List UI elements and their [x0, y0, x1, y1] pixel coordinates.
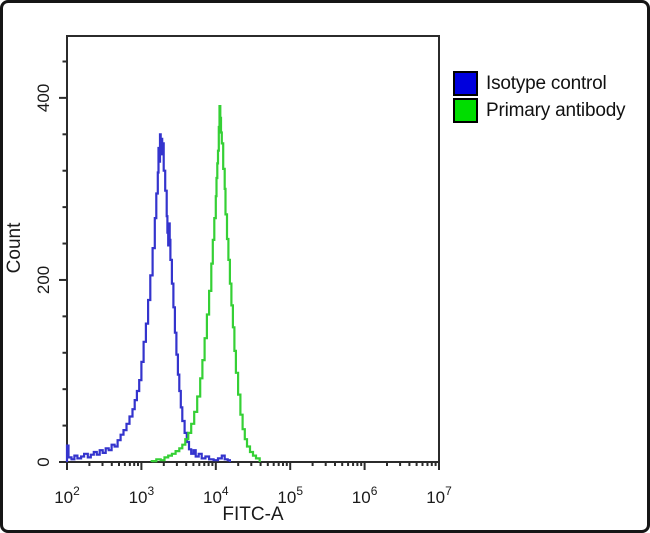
x-axis-title: FITC-A — [222, 504, 284, 525]
legend-swatch-isotype-control — [453, 71, 478, 96]
legend-label-primary-antibody: Primary antibody — [486, 99, 626, 121]
x-tick-label: 107 — [426, 484, 452, 507]
legend-item-isotype-control: Isotype control — [453, 71, 625, 96]
x-tick-label: 103 — [129, 484, 155, 507]
y-tick-label: 0 — [34, 457, 53, 466]
legend-swatch-primary-antibody — [453, 98, 478, 123]
x-tick-label: 102 — [54, 484, 80, 507]
plot-frame — [66, 35, 440, 463]
legend: Isotype control Primary antibody — [453, 71, 626, 123]
curve-isotype-control — [65, 133, 231, 462]
x-tick-label: 106 — [352, 484, 378, 507]
y-axis-title: Count — [4, 222, 25, 273]
legend-item-primary-antibody: Primary antibody — [453, 98, 626, 123]
y-tick-label: 400 — [34, 84, 53, 112]
curve-primary-antibody — [150, 105, 261, 463]
y-tick-labels: 0 200 400 — [34, 84, 53, 467]
x-axis-ticks — [66, 462, 440, 470]
y-tick-label: 200 — [34, 266, 53, 294]
x-tick-label: 105 — [277, 484, 303, 507]
legend-label-isotype-control: Isotype control — [486, 72, 607, 94]
y-axis-ticks — [59, 60, 67, 463]
